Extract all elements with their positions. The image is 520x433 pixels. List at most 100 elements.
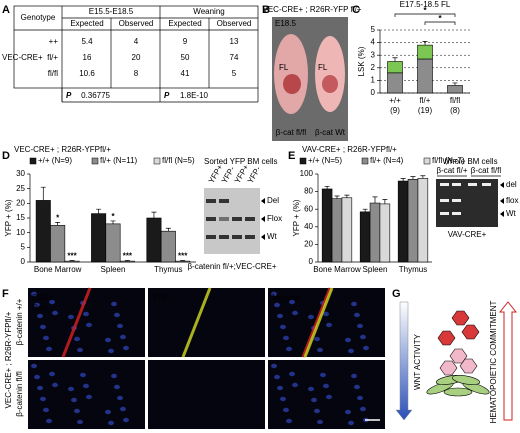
legend-label: +/+ (N=5) — [308, 156, 342, 165]
nucleus — [363, 345, 369, 351]
bar — [105, 223, 121, 263]
significance: * — [423, 6, 427, 15]
y-tick-label: 2 — [371, 63, 376, 72]
error-bar — [410, 176, 416, 180]
legend-swatch — [361, 157, 369, 165]
bar — [397, 180, 409, 263]
error-bar — [400, 178, 406, 182]
legend-label: fl/fl (N=7) — [432, 156, 465, 165]
bar — [64, 260, 80, 263]
chart-title: VEC-CRE+ ; R26R-YFPfl/+ — [14, 145, 111, 154]
row-group: VEC-CRE+ — [2, 53, 43, 62]
bar — [160, 230, 176, 263]
nucleus — [123, 417, 129, 423]
nucleus — [360, 334, 366, 340]
nucleus — [105, 337, 111, 343]
nucleus — [111, 373, 117, 379]
error-bar — [165, 227, 171, 232]
y-tick-label: 4 — [371, 38, 376, 47]
nucleus — [283, 335, 289, 341]
nucleus — [274, 302, 280, 308]
band — [206, 235, 216, 239]
nucleus — [80, 372, 86, 378]
bar — [447, 85, 463, 94]
chart-title: VAV-CRE+ ; R26R-YFPfl/+ — [302, 145, 397, 154]
bar — [417, 58, 433, 94]
nucleus — [351, 373, 357, 379]
micrograph — [268, 360, 385, 429]
error-bar — [40, 186, 46, 201]
nucleus — [345, 337, 351, 343]
nucleus — [114, 384, 120, 390]
significance: * — [56, 214, 60, 223]
table-cell: 13 — [230, 37, 239, 46]
channel-label: Merged — [272, 293, 299, 302]
panel-label: D — [2, 150, 10, 162]
nucleus — [283, 407, 289, 413]
nucleus — [74, 336, 80, 342]
table-subheader: Expected — [70, 19, 103, 28]
nucleus — [289, 371, 295, 377]
arrow — [395, 301, 413, 421]
nucleus — [274, 374, 280, 380]
error-bar — [382, 199, 388, 204]
stromal-cell — [451, 375, 481, 385]
sample-size: (9) — [390, 106, 400, 115]
error-bar — [124, 260, 130, 262]
bar — [119, 260, 135, 263]
nucleus — [74, 408, 80, 414]
nucleus — [71, 397, 77, 403]
table-cell: 50 — [181, 53, 190, 62]
p-label: P — [66, 91, 72, 100]
nucleus — [108, 348, 114, 354]
error-bar — [362, 208, 368, 212]
nucleus — [120, 406, 126, 412]
arrowhead — [500, 211, 504, 217]
band — [452, 212, 461, 215]
nucleus — [277, 385, 283, 391]
x-tick-label: fl/fl — [450, 96, 460, 105]
bar — [321, 188, 333, 263]
legend-label: fl/+ (N=11) — [100, 156, 138, 165]
embryo — [315, 36, 345, 112]
table-cell: 5 — [232, 69, 237, 78]
band — [452, 199, 461, 202]
legend-label: +/+ (N=9) — [38, 156, 72, 165]
nucleus — [323, 383, 329, 389]
y-tick-label: 1 — [371, 76, 376, 85]
nucleus — [308, 386, 314, 392]
table-cell: ++ — [49, 37, 59, 46]
nucleus — [360, 406, 366, 412]
nucleus — [46, 418, 52, 424]
significance: *** — [178, 252, 188, 261]
bar — [35, 200, 51, 263]
table-subheader: Observed — [119, 19, 154, 28]
bar — [407, 178, 419, 263]
nucleus — [323, 311, 329, 317]
band — [206, 217, 216, 221]
y-axis-label: LSK (%) — [357, 46, 366, 76]
band — [245, 217, 255, 221]
x-tick-label: Bone Marrow — [313, 265, 361, 274]
x-tick-label: Spleen — [101, 265, 126, 274]
nucleus — [292, 382, 298, 388]
y-tick-label: 100 — [300, 169, 314, 178]
arrowhead — [500, 198, 504, 204]
bar — [369, 202, 381, 263]
arrowhead — [261, 216, 265, 222]
error-bar — [372, 196, 378, 204]
bar — [50, 225, 66, 263]
nucleus — [311, 397, 317, 403]
y-tick-label: 80 — [304, 187, 313, 196]
table-cell: 16 — [83, 53, 92, 62]
nucleus — [37, 313, 43, 319]
error-bar — [334, 195, 340, 199]
lane-label: β-cat fl/+ — [436, 166, 467, 175]
model-label: HEMATOPOIETIC COMMITMENT — [489, 300, 498, 423]
table-cell: 8 — [134, 69, 139, 78]
bar — [379, 203, 391, 263]
nucleus — [286, 418, 292, 424]
arrowhead — [500, 182, 504, 188]
y-axis-label: YFP + (%) — [292, 199, 301, 236]
